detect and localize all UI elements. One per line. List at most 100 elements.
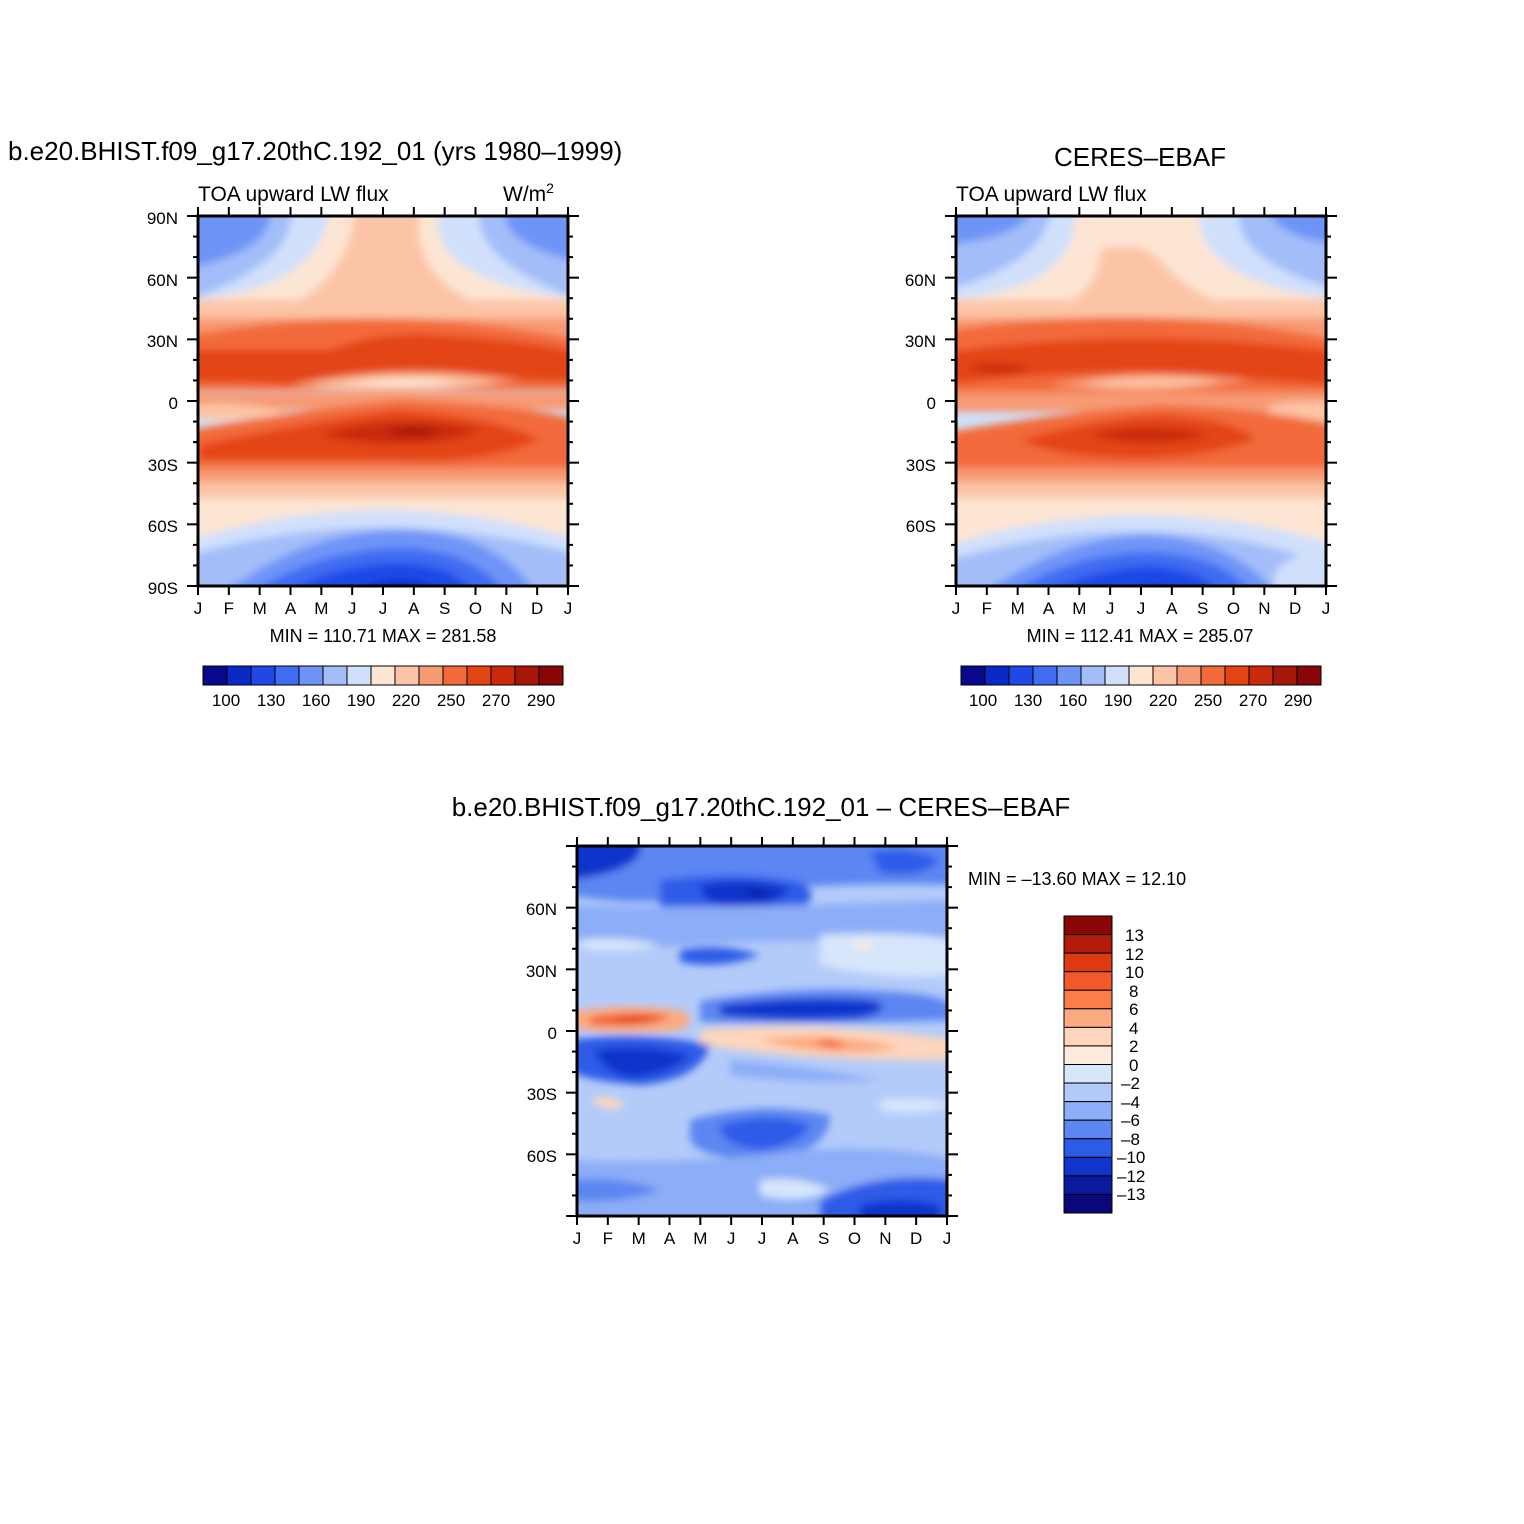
month-label: O bbox=[469, 599, 482, 618]
month-label: J bbox=[194, 599, 203, 618]
colorbar-swatch bbox=[370, 665, 396, 686]
lat-label: 30N bbox=[905, 332, 936, 351]
month-label: D bbox=[910, 1229, 922, 1248]
panel-model-stats: MIN = 110.71 MAX = 281.58 bbox=[270, 626, 497, 646]
colorbar-swatch bbox=[1200, 665, 1226, 686]
panel-obs-variable-label: TOA upward LW flux bbox=[956, 183, 1147, 206]
panel-model-units-label: W/m2 bbox=[503, 180, 554, 206]
month-label: J bbox=[1106, 599, 1115, 618]
colorbar-swatch bbox=[1063, 934, 1113, 954]
colorbar-swatch bbox=[1063, 952, 1113, 973]
lat-label: 60S bbox=[527, 1147, 557, 1166]
lat-label: 60S bbox=[906, 517, 936, 536]
month-label: A bbox=[1043, 599, 1055, 618]
colorbar-swatch bbox=[1063, 1193, 1113, 1214]
colorbar-swatch bbox=[1176, 665, 1202, 686]
panel-diff-colorbar bbox=[1063, 915, 1113, 1214]
colorbar-label: 0 bbox=[1129, 1056, 1138, 1075]
colorbar-swatch bbox=[1063, 915, 1113, 936]
month-label: J bbox=[1137, 599, 1146, 618]
panel-model-contour-field bbox=[198, 216, 568, 586]
colorbar-swatch bbox=[1056, 665, 1082, 686]
colorbar-swatch bbox=[1032, 665, 1058, 686]
colorbar-swatch bbox=[1063, 1045, 1113, 1065]
colorbar-swatch bbox=[1152, 665, 1178, 686]
panel-obs-colorbar bbox=[960, 665, 1322, 686]
colorbar-swatch bbox=[1272, 665, 1298, 686]
colorbar-swatch bbox=[538, 665, 564, 686]
month-label: J bbox=[348, 599, 357, 618]
panel-model-ticks bbox=[187, 207, 579, 595]
lat-label: 60S bbox=[148, 517, 178, 536]
colorbar-swatch bbox=[1063, 1082, 1113, 1103]
colorbar-label: 220 bbox=[392, 691, 420, 710]
colorbar-swatch bbox=[490, 665, 516, 686]
panel-diff-title: b.e20.BHIST.f09_g17.20thC.192_01 – CERES… bbox=[452, 792, 1071, 822]
colorbar-swatch bbox=[984, 665, 1010, 686]
lat-label: 90N bbox=[147, 209, 178, 228]
month-label: M bbox=[632, 1229, 646, 1248]
panel-diff-stats: MIN = –13.60 MAX = 12.10 bbox=[968, 869, 1186, 889]
colorbar-label: 220 bbox=[1149, 691, 1177, 710]
colorbar-swatch bbox=[226, 665, 252, 686]
month-label: D bbox=[1289, 599, 1301, 618]
panel-obs-stats: MIN = 112.41 MAX = 285.07 bbox=[1027, 626, 1254, 646]
panel-obs-title: CERES–EBAF bbox=[1054, 142, 1226, 172]
units-base: W/m bbox=[503, 183, 546, 206]
panel-model-lat-labels: 90N 60N 30N 0 30S 60S 90S bbox=[147, 209, 178, 598]
month-label: M bbox=[1072, 599, 1086, 618]
panel-obs-lat-labels: 60N 30N 0 30S 60S bbox=[905, 271, 936, 536]
colorbar-swatch bbox=[1063, 1175, 1113, 1195]
month-label: D bbox=[531, 599, 543, 618]
month-label: A bbox=[787, 1229, 799, 1248]
colorbar-label: 100 bbox=[212, 691, 240, 710]
colorbar-swatch bbox=[1063, 1064, 1113, 1084]
panel-obs-colorbar-labels: 100 130 160 190 220 250 270 290 bbox=[969, 691, 1312, 710]
colorbar-swatch bbox=[322, 665, 348, 686]
panel-diff-colorbar-labels: 13 12 10 8 6 4 2 0 –2 –4 –6 –8 –10 –12 –… bbox=[1117, 926, 1145, 1204]
lat-label: 30S bbox=[906, 456, 936, 475]
colorbar-label: 160 bbox=[302, 691, 330, 710]
colorbar-label: –10 bbox=[1117, 1148, 1145, 1167]
panel-diff: b.e20.BHIST.f09_g17.20thC.192_01 – CERES… bbox=[452, 792, 1186, 1248]
colorbar-label: 100 bbox=[969, 691, 997, 710]
lat-label: 0 bbox=[548, 1024, 557, 1043]
colorbar-swatch bbox=[1063, 1101, 1113, 1121]
lat-label: 0 bbox=[169, 394, 178, 413]
panel-obs: CERES–EBAF TOA upward LW flux bbox=[905, 142, 1337, 710]
colorbar-label: 270 bbox=[1239, 691, 1267, 710]
panel-obs-contour-field bbox=[956, 216, 1326, 586]
panel-diff-ticks bbox=[566, 837, 958, 1225]
lat-label: 60N bbox=[526, 900, 557, 919]
colorbar-swatch bbox=[1063, 1026, 1113, 1047]
colorbar-swatch bbox=[1080, 665, 1106, 686]
month-label: S bbox=[1197, 599, 1208, 618]
month-label: A bbox=[1166, 599, 1178, 618]
colorbar-label: –6 bbox=[1121, 1111, 1140, 1130]
colorbar-swatch bbox=[1104, 665, 1130, 686]
colorbar-label: –12 bbox=[1117, 1167, 1145, 1186]
colorbar-label: 8 bbox=[1129, 982, 1138, 1001]
colorbar-swatch bbox=[250, 665, 276, 686]
colorbar-swatch bbox=[274, 665, 300, 686]
colorbar-swatch bbox=[960, 665, 986, 686]
month-label: N bbox=[500, 599, 512, 618]
colorbar-label: 2 bbox=[1129, 1037, 1138, 1056]
lat-label: 60N bbox=[147, 271, 178, 290]
colorbar-swatch bbox=[418, 665, 444, 686]
lat-label: 90S bbox=[148, 579, 178, 598]
month-label: M bbox=[253, 599, 267, 618]
month-label: F bbox=[982, 599, 992, 618]
month-label: J bbox=[758, 1229, 767, 1248]
lat-label: 60N bbox=[905, 271, 936, 290]
month-label: F bbox=[603, 1229, 613, 1248]
month-label: F bbox=[224, 599, 234, 618]
colorbar-swatch bbox=[1008, 665, 1034, 686]
colorbar-swatch bbox=[442, 665, 468, 686]
month-label: J bbox=[379, 599, 388, 618]
colorbar-swatch bbox=[1063, 1138, 1113, 1158]
colorbar-label: 290 bbox=[1284, 691, 1312, 710]
